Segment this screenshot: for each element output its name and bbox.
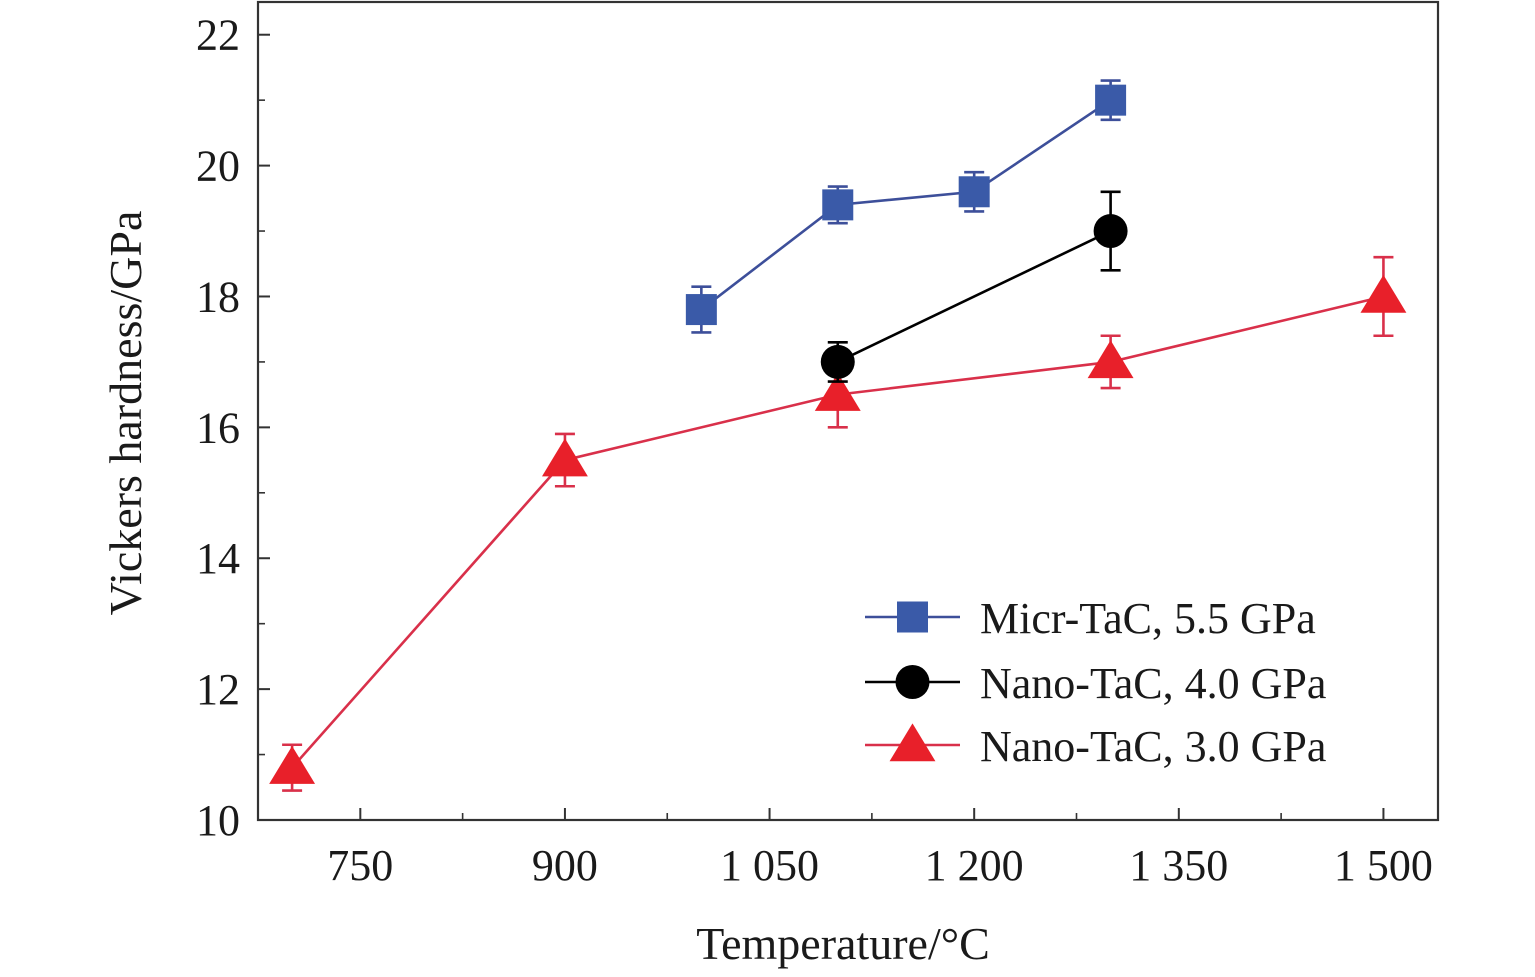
plot-border	[256, 0, 1440, 822]
data-point	[897, 601, 928, 633]
y-tick-label: 10	[196, 796, 240, 845]
data-point	[958, 176, 990, 208]
data-point	[1087, 340, 1134, 379]
x-tick-label: 750	[327, 841, 393, 890]
data-point	[820, 344, 855, 379]
x-tick-label: 1 200	[925, 841, 1024, 890]
y-tick-label: 14	[196, 534, 240, 583]
series-micr-tac-5-5-gpa	[685, 79, 1127, 334]
x-axis-title: Temperature/°C	[696, 918, 990, 969]
data-point	[541, 438, 588, 477]
legend-label: Nano-TaC, 3.0 GPa	[980, 722, 1326, 771]
data-point	[889, 723, 936, 762]
series-layer	[269, 79, 1407, 792]
y-axis: 10 12 14 16 18 20 22	[196, 11, 270, 845]
x-tick-label: 900	[532, 841, 598, 890]
x-tick-label: 1 500	[1334, 841, 1433, 890]
data-point	[814, 372, 861, 411]
series-line	[700, 99, 1112, 311]
data-point	[895, 665, 930, 699]
x-tick-label: 1 350	[1129, 841, 1228, 890]
y-tick-label: 20	[196, 142, 240, 191]
series-line	[837, 229, 1112, 364]
y-tick-label: 16	[196, 403, 240, 452]
legend-label: Micr-TaC, 5.5 GPa	[980, 594, 1316, 643]
data-point	[822, 189, 854, 221]
legend-item-micr-tac-5-5-gpa: Micr-TaC, 5.5 GPa	[865, 594, 1316, 643]
series-nano-tac-4-0-gpa	[820, 190, 1128, 383]
y-axis-title: Vickers hardness/GPa	[100, 211, 151, 616]
legend-label: Nano-TaC, 4.0 GPa	[980, 659, 1326, 708]
legend-item-nano-tac-3-0-gpa: Nano-TaC, 3.0 GPa	[865, 722, 1326, 771]
legend-item-nano-tac-4-0-gpa: Nano-TaC, 4.0 GPa	[865, 659, 1326, 708]
data-point	[1093, 214, 1128, 249]
y-tick-label: 18	[196, 272, 240, 321]
plot-frame	[256, 0, 1440, 822]
series-nano-tac-3-0-gpa	[269, 255, 1407, 792]
legend: Micr-TaC, 5.5 GPa Nano-TaC, 4.0 GPa Nano-T…	[865, 594, 1326, 771]
x-tick-label: 1 050	[720, 841, 819, 890]
data-point	[1095, 84, 1127, 116]
x-axis: 750 900 1 050 1 200 1 350 1 500	[327, 808, 1433, 890]
data-point	[269, 745, 316, 784]
data-point	[685, 294, 717, 326]
data-point	[1360, 274, 1407, 313]
y-tick-label: 12	[196, 665, 240, 714]
y-tick-label: 22	[196, 11, 240, 60]
